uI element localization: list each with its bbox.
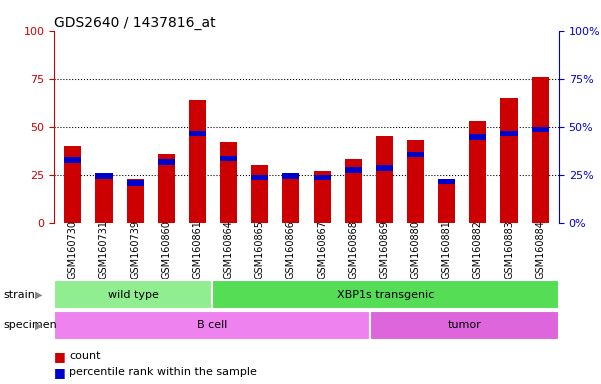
Text: GSM160881: GSM160881 [442, 220, 452, 279]
Bar [220, 156, 237, 161]
Bar [189, 131, 206, 136]
Bar [251, 165, 268, 223]
Text: GSM160866: GSM160866 [286, 220, 296, 279]
Bar [407, 152, 424, 157]
Bar [54, 280, 212, 309]
Bar [376, 165, 393, 171]
Text: GSM160730: GSM160730 [68, 220, 78, 279]
Text: GSM160731: GSM160731 [99, 220, 109, 279]
Bar [314, 175, 331, 180]
Bar [212, 280, 559, 309]
Bar [501, 98, 517, 223]
Text: GSM160867: GSM160867 [317, 220, 327, 279]
Text: ▶: ▶ [35, 290, 42, 300]
Bar [376, 136, 393, 223]
Bar [64, 157, 81, 163]
Bar [345, 167, 362, 173]
Text: GSM160739: GSM160739 [130, 220, 140, 279]
Bar [282, 173, 299, 223]
Text: ▶: ▶ [35, 320, 42, 331]
Text: GSM160883: GSM160883 [504, 220, 514, 279]
Text: GSM160861: GSM160861 [192, 220, 203, 279]
Text: count: count [69, 351, 100, 361]
Bar [96, 173, 112, 223]
Text: GSM160880: GSM160880 [410, 220, 421, 279]
Bar [501, 131, 517, 136]
Text: ■: ■ [54, 350, 66, 363]
Text: tumor: tumor [447, 320, 481, 331]
Bar [251, 175, 268, 180]
Text: wild type: wild type [108, 290, 159, 300]
Text: specimen: specimen [3, 320, 56, 331]
Bar [127, 180, 144, 186]
Bar [54, 311, 370, 340]
Bar [438, 179, 456, 184]
Bar [469, 134, 486, 140]
Text: XBP1s transgenic: XBP1s transgenic [337, 290, 434, 300]
Text: GSM160864: GSM160864 [224, 220, 234, 279]
Bar [282, 173, 299, 179]
Bar [532, 77, 549, 223]
Bar [157, 154, 175, 223]
Text: GSM160884: GSM160884 [535, 220, 545, 279]
Bar [438, 180, 456, 223]
Text: GSM160865: GSM160865 [255, 220, 265, 279]
Text: GSM160869: GSM160869 [379, 220, 389, 279]
Text: percentile rank within the sample: percentile rank within the sample [69, 367, 257, 377]
Bar [345, 159, 362, 223]
Text: GSM160882: GSM160882 [473, 220, 483, 279]
Text: strain: strain [3, 290, 35, 300]
Text: GDS2640 / 1437816_at: GDS2640 / 1437816_at [54, 16, 216, 30]
Bar [96, 173, 112, 179]
Bar [314, 171, 331, 223]
Text: GSM160860: GSM160860 [161, 220, 171, 279]
Text: ■: ■ [54, 366, 66, 379]
Bar [532, 127, 549, 132]
Text: GSM160868: GSM160868 [348, 220, 358, 279]
Bar [370, 311, 559, 340]
Bar [220, 142, 237, 223]
Text: B cell: B cell [197, 320, 227, 331]
Bar [469, 121, 486, 223]
Bar [157, 159, 175, 165]
Bar [127, 179, 144, 223]
Bar [64, 146, 81, 223]
Bar [189, 100, 206, 223]
Bar [407, 140, 424, 223]
